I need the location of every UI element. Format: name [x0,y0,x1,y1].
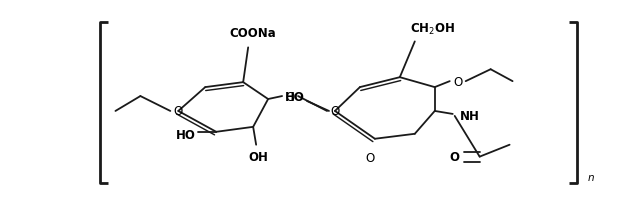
Text: HO: HO [285,90,305,103]
Text: O: O [173,105,183,118]
Text: O: O [330,105,340,118]
Text: HO: HO [177,129,196,142]
Text: COONa: COONa [230,27,276,40]
Text: OH: OH [248,150,268,163]
Text: n: n [588,172,594,182]
Text: O: O [453,75,462,88]
Text: O: O [450,150,460,163]
Text: O: O [285,90,294,103]
Text: O: O [365,151,374,164]
Text: CH$_2$OH: CH$_2$OH [410,22,455,37]
Text: NH: NH [460,110,479,123]
